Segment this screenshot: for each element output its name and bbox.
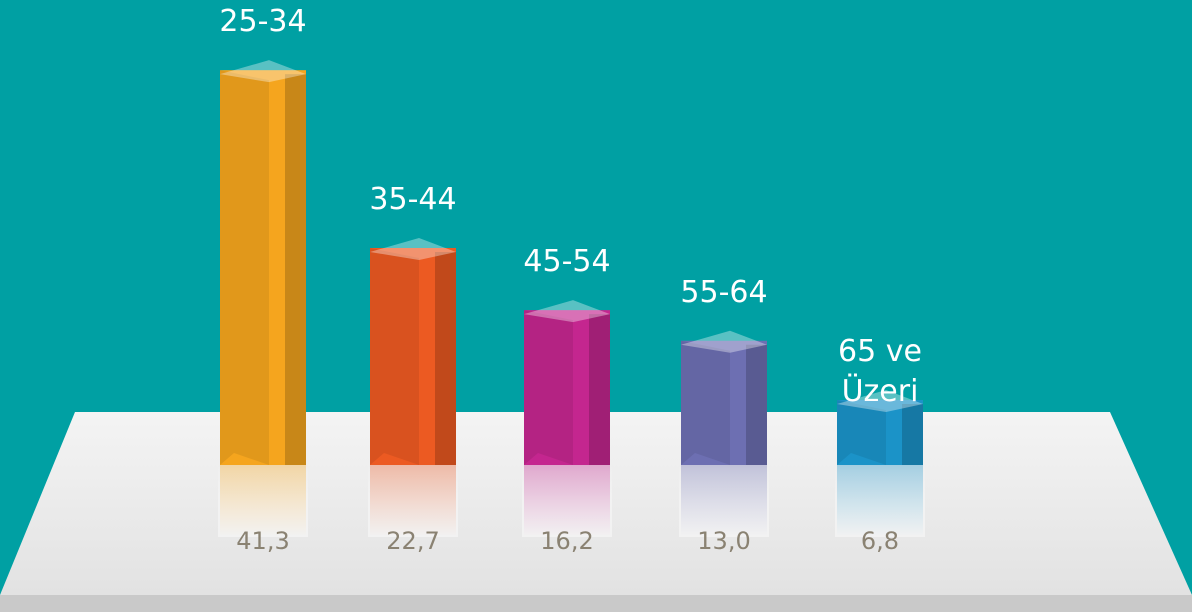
bar [220, 70, 306, 465]
reflection-fade [679, 465, 769, 537]
bar [837, 399, 923, 465]
bar-left-shade [370, 247, 419, 465]
category-label: 35-44 [369, 181, 457, 217]
bar [524, 310, 610, 465]
value-label: 13,0 [697, 527, 751, 555]
value-label: 22,7 [386, 527, 440, 555]
bar-cap [370, 237, 456, 260]
value-label: 6,8 [860, 527, 900, 555]
bar-side [435, 251, 456, 465]
category-label: 45-54 [523, 244, 611, 280]
bar-left-shade [837, 399, 886, 465]
category-label: 55-64 [680, 274, 768, 310]
bar [681, 340, 767, 465]
platform-edge [0, 595, 1192, 612]
bar-cap [524, 300, 610, 323]
bar [370, 247, 456, 465]
bar-cap [220, 60, 306, 83]
bar-cap [681, 330, 767, 353]
reflection-fade [218, 465, 308, 537]
value-label: 16,2 [540, 527, 594, 555]
reflection-fade [835, 465, 925, 537]
category-label: 25-34 [219, 4, 307, 40]
bar-cap [837, 389, 923, 412]
reflection-fade [368, 465, 458, 537]
bar-left-shade [220, 70, 269, 465]
bar-side [589, 314, 610, 465]
category-label: 65 ve Üzeri [838, 333, 922, 409]
bar-left-shade [681, 340, 730, 465]
bar-side [902, 403, 923, 465]
reflection-fade [522, 465, 612, 537]
value-label: 41,3 [236, 527, 290, 555]
bar-side [746, 344, 767, 465]
bar-left-shade [524, 310, 573, 465]
bar-side [285, 74, 306, 465]
